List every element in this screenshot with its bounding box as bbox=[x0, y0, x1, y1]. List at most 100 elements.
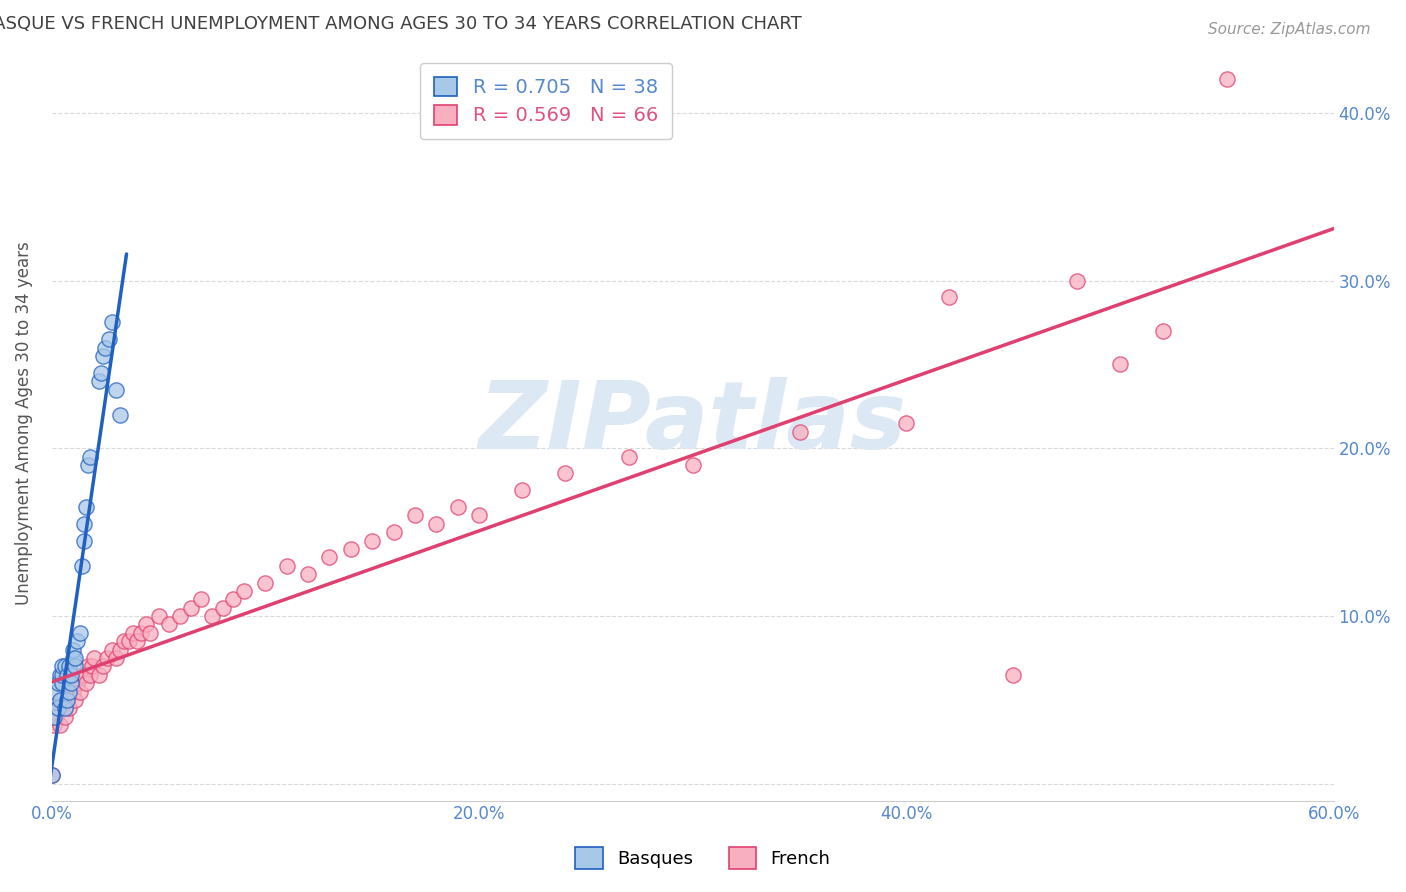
Point bbox=[100, 642, 122, 657]
Point bbox=[98, 332, 121, 346]
Point bbox=[55, 693, 77, 707]
Point bbox=[79, 450, 101, 464]
Point bbox=[361, 533, 384, 548]
Point bbox=[1152, 324, 1174, 338]
Point bbox=[1216, 72, 1239, 87]
Point bbox=[104, 651, 127, 665]
Point bbox=[51, 667, 73, 681]
Point bbox=[51, 693, 73, 707]
Point bbox=[73, 516, 96, 531]
Point bbox=[96, 651, 118, 665]
Point bbox=[276, 558, 298, 573]
Point bbox=[108, 642, 131, 657]
Point bbox=[59, 676, 82, 690]
Point bbox=[148, 609, 170, 624]
Point bbox=[73, 533, 96, 548]
Point bbox=[447, 500, 470, 514]
Legend: R = 0.705   N = 38, R = 0.569   N = 66: R = 0.705 N = 38, R = 0.569 N = 66 bbox=[420, 63, 672, 139]
Point bbox=[79, 667, 101, 681]
Point bbox=[340, 541, 363, 556]
Point bbox=[233, 583, 256, 598]
Point bbox=[69, 684, 91, 698]
Point bbox=[87, 374, 110, 388]
Point bbox=[70, 558, 93, 573]
Point bbox=[1002, 667, 1025, 681]
Point bbox=[404, 508, 426, 523]
Point bbox=[77, 458, 100, 472]
Point bbox=[87, 667, 110, 681]
Point bbox=[318, 550, 340, 565]
Point bbox=[131, 625, 153, 640]
Point bbox=[139, 625, 162, 640]
Point bbox=[297, 567, 319, 582]
Point bbox=[425, 516, 447, 531]
Point bbox=[169, 609, 191, 624]
Point bbox=[127, 634, 149, 648]
Point bbox=[77, 659, 100, 673]
Point bbox=[254, 575, 277, 590]
Point bbox=[100, 316, 122, 330]
Text: Source: ZipAtlas.com: Source: ZipAtlas.com bbox=[1208, 22, 1371, 37]
Point bbox=[135, 617, 157, 632]
Point bbox=[65, 659, 87, 673]
Point bbox=[46, 701, 69, 715]
Point bbox=[83, 651, 105, 665]
Point bbox=[58, 701, 80, 715]
Point bbox=[53, 701, 76, 715]
Point bbox=[59, 667, 82, 681]
Point bbox=[190, 592, 212, 607]
Point bbox=[82, 659, 104, 673]
Point bbox=[112, 634, 135, 648]
Point bbox=[65, 693, 87, 707]
Point bbox=[62, 651, 84, 665]
Point bbox=[617, 450, 640, 464]
Point bbox=[62, 684, 84, 698]
Point bbox=[73, 667, 96, 681]
Point bbox=[69, 625, 91, 640]
Point bbox=[46, 701, 69, 715]
Point bbox=[41, 768, 63, 782]
Point bbox=[180, 600, 202, 615]
Point bbox=[53, 710, 76, 724]
Point bbox=[51, 659, 73, 673]
Point bbox=[75, 500, 97, 514]
Point bbox=[55, 667, 77, 681]
Point bbox=[201, 609, 224, 624]
Point bbox=[41, 768, 63, 782]
Point bbox=[49, 667, 72, 681]
Point bbox=[1066, 274, 1088, 288]
Point bbox=[789, 425, 811, 439]
Point bbox=[104, 383, 127, 397]
Point bbox=[157, 617, 180, 632]
Point bbox=[468, 508, 491, 523]
Point bbox=[45, 684, 67, 698]
Point bbox=[91, 659, 114, 673]
Point bbox=[66, 676, 89, 690]
Point bbox=[222, 592, 245, 607]
Point bbox=[46, 676, 69, 690]
Point bbox=[122, 625, 145, 640]
Point bbox=[1109, 358, 1132, 372]
Point bbox=[510, 483, 533, 498]
Point bbox=[65, 651, 87, 665]
Point bbox=[91, 349, 114, 363]
Point bbox=[58, 684, 80, 698]
Point bbox=[94, 341, 117, 355]
Text: ZIPatlas: ZIPatlas bbox=[478, 377, 907, 469]
Point bbox=[66, 634, 89, 648]
Point bbox=[211, 600, 233, 615]
Point bbox=[682, 458, 704, 472]
Point bbox=[42, 718, 65, 732]
Point bbox=[118, 634, 141, 648]
Y-axis label: Unemployment Among Ages 30 to 34 years: Unemployment Among Ages 30 to 34 years bbox=[15, 241, 32, 605]
Point bbox=[108, 408, 131, 422]
Text: BASQUE VS FRENCH UNEMPLOYMENT AMONG AGES 30 TO 34 YEARS CORRELATION CHART: BASQUE VS FRENCH UNEMPLOYMENT AMONG AGES… bbox=[0, 15, 801, 33]
Point bbox=[382, 525, 405, 540]
Point bbox=[51, 676, 73, 690]
Point bbox=[42, 710, 65, 724]
Point bbox=[53, 659, 76, 673]
Point bbox=[75, 676, 97, 690]
Legend: Basques, French: Basques, French bbox=[567, 838, 839, 879]
Point bbox=[896, 416, 918, 430]
Point bbox=[938, 290, 960, 304]
